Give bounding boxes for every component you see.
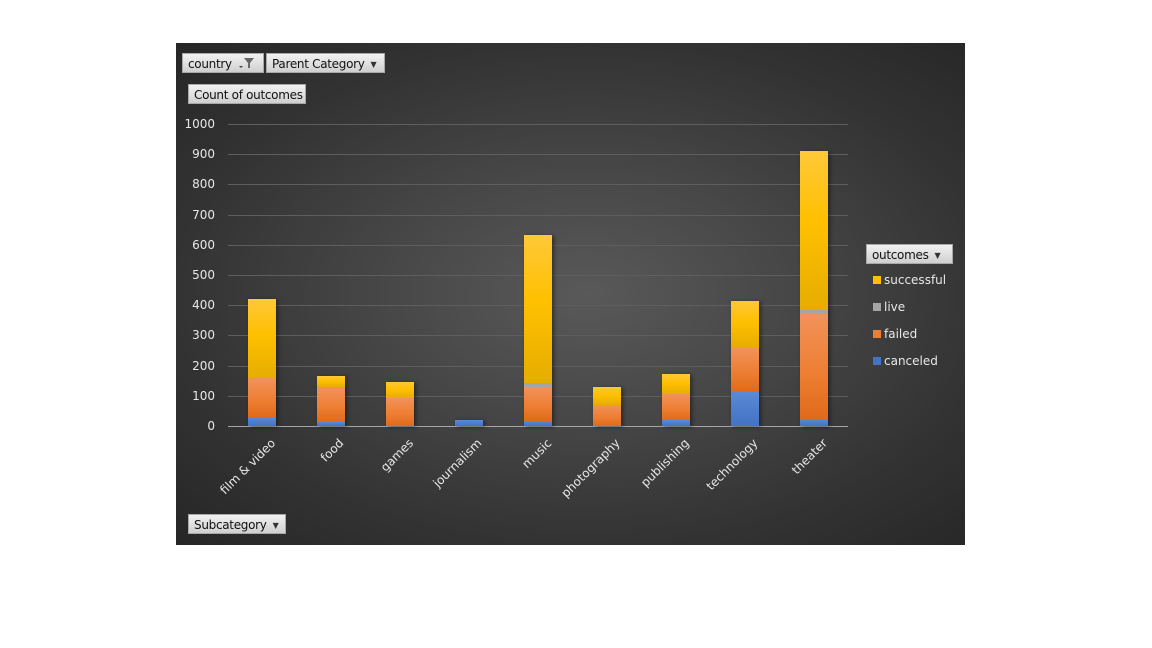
legend-item-failed: failed — [873, 327, 917, 341]
bar-segment-canceled[interactable] — [800, 419, 828, 426]
bar-segment-failed[interactable] — [248, 378, 276, 417]
gridline — [228, 124, 848, 125]
bar-segment-live[interactable] — [317, 387, 345, 388]
x-axis-category-label: film & video — [217, 436, 279, 498]
country-filter-label: country — [188, 57, 232, 71]
y-axis-tick-label: 400 — [192, 298, 215, 312]
parent-category-field-button[interactable]: Parent Category ▼ — [266, 53, 385, 73]
bar-segment-failed[interactable] — [524, 387, 552, 421]
y-axis-tick-label: 700 — [192, 208, 215, 222]
y-axis-tick-label: 600 — [192, 238, 215, 252]
bar-segment-failed[interactable] — [317, 388, 345, 422]
parent-category-label: Parent Category — [272, 57, 365, 71]
bar-segment-successful[interactable] — [248, 299, 276, 378]
gridline — [228, 184, 848, 185]
bar-segment-live[interactable] — [800, 310, 828, 314]
x-axis-category-label: food — [317, 436, 347, 465]
bar-photography[interactable] — [593, 387, 621, 426]
bar-games[interactable] — [386, 382, 414, 426]
y-axis-tick-label: 100 — [192, 389, 215, 403]
legend-label: successful — [884, 273, 947, 287]
legend-swatch-canceled — [873, 356, 881, 365]
bar-segment-canceled[interactable] — [731, 391, 759, 426]
bar-segment-successful[interactable] — [524, 235, 552, 383]
legend-title: outcomes — [872, 248, 929, 262]
legend-item-canceled: canceled — [873, 354, 938, 368]
x-axis-category-label: games — [377, 436, 417, 475]
legend-swatch-successful — [873, 275, 881, 284]
legend-item-live: live — [873, 300, 905, 314]
x-axis-category-label: photography — [558, 436, 623, 501]
bar-segment-canceled[interactable] — [317, 422, 345, 426]
bar-film-video[interactable] — [248, 299, 276, 426]
subcategory-axis-field-button[interactable]: Subcategory ▼ — [188, 514, 286, 534]
y-axis-tick-label: 300 — [192, 328, 215, 342]
bar-segment-failed[interactable] — [386, 398, 414, 426]
dropdown-arrow-icon: ▼ — [272, 520, 279, 530]
legend-swatch-failed — [873, 329, 881, 338]
country-filter-button[interactable]: country — [182, 53, 264, 73]
x-axis-line — [228, 426, 848, 427]
gridline — [228, 154, 848, 155]
bar-segment-successful[interactable] — [317, 376, 345, 387]
bar-segment-canceled[interactable] — [455, 420, 483, 426]
bar-segment-successful[interactable] — [800, 151, 828, 310]
bar-segment-successful[interactable] — [593, 387, 621, 405]
legend-swatch-live — [873, 302, 881, 311]
x-axis-category-label: publishing — [638, 436, 692, 490]
outcomes-legend-field-button[interactable]: outcomes ▼ — [866, 244, 953, 264]
legend-label: canceled — [884, 354, 938, 368]
y-axis-tick-label: 800 — [192, 177, 215, 191]
x-axis-category-label: technology — [703, 436, 761, 494]
count-of-outcomes-value-button[interactable]: Count of outcomes — [188, 84, 306, 104]
bar-theater[interactable] — [800, 151, 828, 426]
bar-segment-canceled[interactable] — [248, 417, 276, 426]
bar-journalism[interactable] — [455, 420, 483, 426]
y-axis-tick-label: 200 — [192, 359, 215, 373]
bar-segment-failed[interactable] — [662, 394, 690, 420]
bar-segment-failed[interactable] — [800, 314, 828, 419]
bar-publishing[interactable] — [662, 374, 690, 426]
y-axis-tick-label: 1000 — [184, 117, 215, 131]
bar-music[interactable] — [524, 235, 552, 426]
bar-segment-canceled[interactable] — [524, 421, 552, 426]
gridline — [228, 215, 848, 216]
filter-funnel-icon — [239, 55, 255, 75]
bar-segment-successful[interactable] — [662, 374, 690, 394]
legend-label: failed — [884, 327, 918, 341]
bar-segment-live[interactable] — [524, 382, 552, 387]
bar-segment-canceled[interactable] — [662, 420, 690, 426]
legend-item-successful: successful — [873, 273, 946, 287]
dropdown-arrow-icon: ▼ — [934, 250, 941, 260]
bar-segment-failed[interactable] — [731, 348, 759, 391]
bar-food[interactable] — [317, 376, 345, 426]
subcategory-label: Subcategory — [194, 518, 267, 532]
bar-segment-successful[interactable] — [731, 301, 759, 348]
x-axis-category-label: music — [519, 436, 555, 471]
pivot-chart[interactable]: country Parent Category ▼ Count of outcom… — [176, 43, 965, 545]
x-axis-category-label: journalism — [430, 436, 485, 491]
x-axis-category-label: theater — [788, 436, 830, 478]
y-axis-tick-label: 900 — [192, 147, 215, 161]
y-axis-tick-label: 500 — [192, 268, 215, 282]
dropdown-arrow-icon: ▼ — [370, 59, 377, 69]
y-axis-tick-label: 0 — [207, 419, 215, 433]
bar-technology[interactable] — [731, 301, 759, 426]
bar-segment-successful[interactable] — [386, 382, 414, 398]
bar-segment-failed[interactable] — [593, 405, 621, 426]
legend-label: live — [884, 300, 906, 314]
value-field-label: Count of outcomes — [194, 88, 303, 102]
